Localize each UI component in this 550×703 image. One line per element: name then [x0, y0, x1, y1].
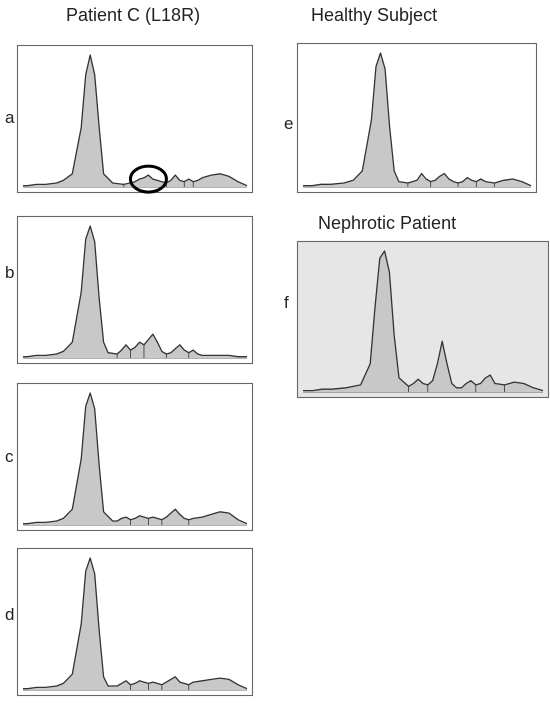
- panel-letter-b: b: [5, 263, 15, 282]
- trace-line: [303, 250, 544, 392]
- trace-fill: [23, 55, 247, 187]
- panel-letter-e: e: [284, 114, 294, 133]
- right-bottom-title: Nephrotic Patient: [318, 213, 457, 233]
- trace-fill: [23, 393, 247, 525]
- panel-letter-f: f: [284, 293, 289, 312]
- chart-panel-d: [16, 547, 254, 697]
- chart-panel-a: [16, 44, 254, 194]
- trace-line: [23, 392, 248, 525]
- panel-frame: [296, 240, 550, 399]
- chart-panel-e: [296, 42, 538, 194]
- panel-letter-a: a: [5, 108, 15, 127]
- panel-frame: [16, 547, 254, 697]
- chart-panel-c: [16, 382, 254, 532]
- highlight-circle: [128, 164, 168, 194]
- panel-frame: [296, 42, 538, 194]
- trace-line: [23, 54, 248, 187]
- trace-fill: [23, 558, 247, 690]
- trace-line: [23, 557, 248, 690]
- chart-panel-f: [296, 240, 550, 399]
- panel-letter-d: d: [5, 605, 15, 624]
- trace-fill: [23, 226, 247, 358]
- panel-letter-c: c: [5, 447, 14, 466]
- panel-frame: [16, 215, 254, 365]
- trace-line: [303, 52, 532, 187]
- panel-frame: [16, 44, 254, 194]
- panel-frame: [16, 382, 254, 532]
- trace-line: [23, 225, 247, 358]
- left-column-title: Patient C (L18R): [66, 5, 201, 25]
- right-top-title: Healthy Subject: [311, 5, 438, 25]
- chart-panel-b: [16, 215, 254, 365]
